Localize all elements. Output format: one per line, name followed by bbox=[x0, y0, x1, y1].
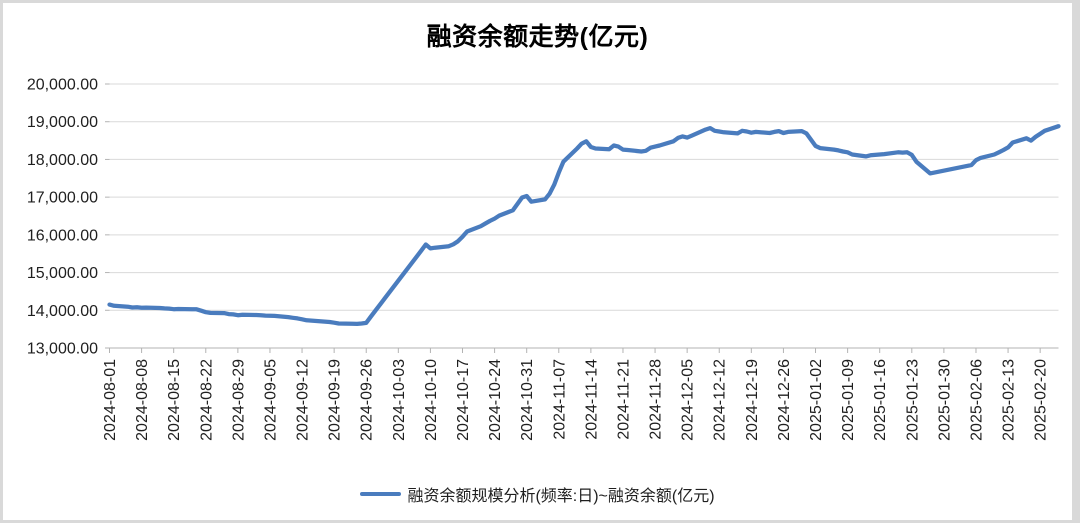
x-axis-label: 2024-09-05 bbox=[262, 359, 279, 441]
series-line bbox=[107, 124, 1061, 327]
legend-line-swatch bbox=[360, 491, 402, 497]
x-axis-label: 2025-02-06 bbox=[968, 359, 985, 441]
x-axis-label: 2025-01-30 bbox=[936, 359, 953, 441]
x-axis-label: 2024-12-19 bbox=[744, 359, 761, 441]
x-axis-label: 2024-08-22 bbox=[198, 359, 215, 441]
y-axis-label: 17,000.00 bbox=[27, 190, 98, 207]
x-axis-label: 2024-10-31 bbox=[519, 359, 536, 441]
x-axis-label: 2024-11-28 bbox=[648, 359, 665, 440]
x-axis-label: 2024-10-24 bbox=[487, 359, 504, 441]
x-axis-label: 2024-12-26 bbox=[776, 359, 793, 441]
x-axis-label: 2024-08-01 bbox=[102, 359, 119, 441]
y-axis-label: 13,000.00 bbox=[27, 341, 98, 358]
x-axis-label: 2025-01-23 bbox=[904, 359, 921, 441]
y-axis-label: 20,000.00 bbox=[27, 77, 98, 94]
y-axis-label: 19,000.00 bbox=[27, 114, 98, 131]
x-axis-label: 2024-10-17 bbox=[455, 359, 472, 441]
x-axis-label: 2024-08-29 bbox=[230, 359, 247, 441]
x-axis-label: 2025-02-20 bbox=[1033, 359, 1050, 441]
y-axis-label: 18,000.00 bbox=[27, 152, 98, 169]
x-axis-label: 2024-12-05 bbox=[680, 359, 697, 441]
x-axis-label: 2024-08-08 bbox=[134, 359, 151, 441]
legend: 融资余额规模分析(频率:日)~融资余额(亿元) bbox=[3, 481, 1072, 507]
x-axis-label: 2024-08-15 bbox=[166, 359, 183, 441]
y-axis-label: 14,000.00 bbox=[27, 303, 98, 320]
chart-title: 融资余额走势(亿元) bbox=[426, 23, 649, 51]
x-axis-label: 2024-09-26 bbox=[359, 359, 376, 441]
x-axis-label: 2025-01-02 bbox=[808, 359, 825, 441]
x-axis-label: 2024-09-12 bbox=[295, 359, 312, 441]
legend-label: 融资余额规模分析(频率:日)~融资余额(亿元) bbox=[407, 488, 715, 505]
y-axis-label: 16,000.00 bbox=[27, 227, 98, 244]
plot-area: 13,000.00 14,000.00 15,000.00 16,000.00 17,0… bbox=[27, 77, 1061, 441]
x-axis-label: 2025-01-16 bbox=[872, 359, 889, 441]
x-axis-label: 2024-11-21 bbox=[615, 359, 632, 440]
x-axis-label: 2024-11-07 bbox=[551, 359, 568, 440]
y-axis-label: 15,000.00 bbox=[27, 265, 98, 282]
x-axis-label: 2024-09-19 bbox=[327, 359, 344, 441]
x-axis-label: 2024-10-03 bbox=[391, 359, 408, 441]
x-axis-label: 2024-11-14 bbox=[583, 359, 600, 440]
x-axis-label: 2024-10-10 bbox=[423, 359, 440, 441]
x-axis-label: 2025-01-09 bbox=[840, 359, 857, 441]
x-axis-label: 2024-12-12 bbox=[712, 359, 729, 441]
x-axis-label: 2025-02-13 bbox=[1001, 359, 1018, 441]
